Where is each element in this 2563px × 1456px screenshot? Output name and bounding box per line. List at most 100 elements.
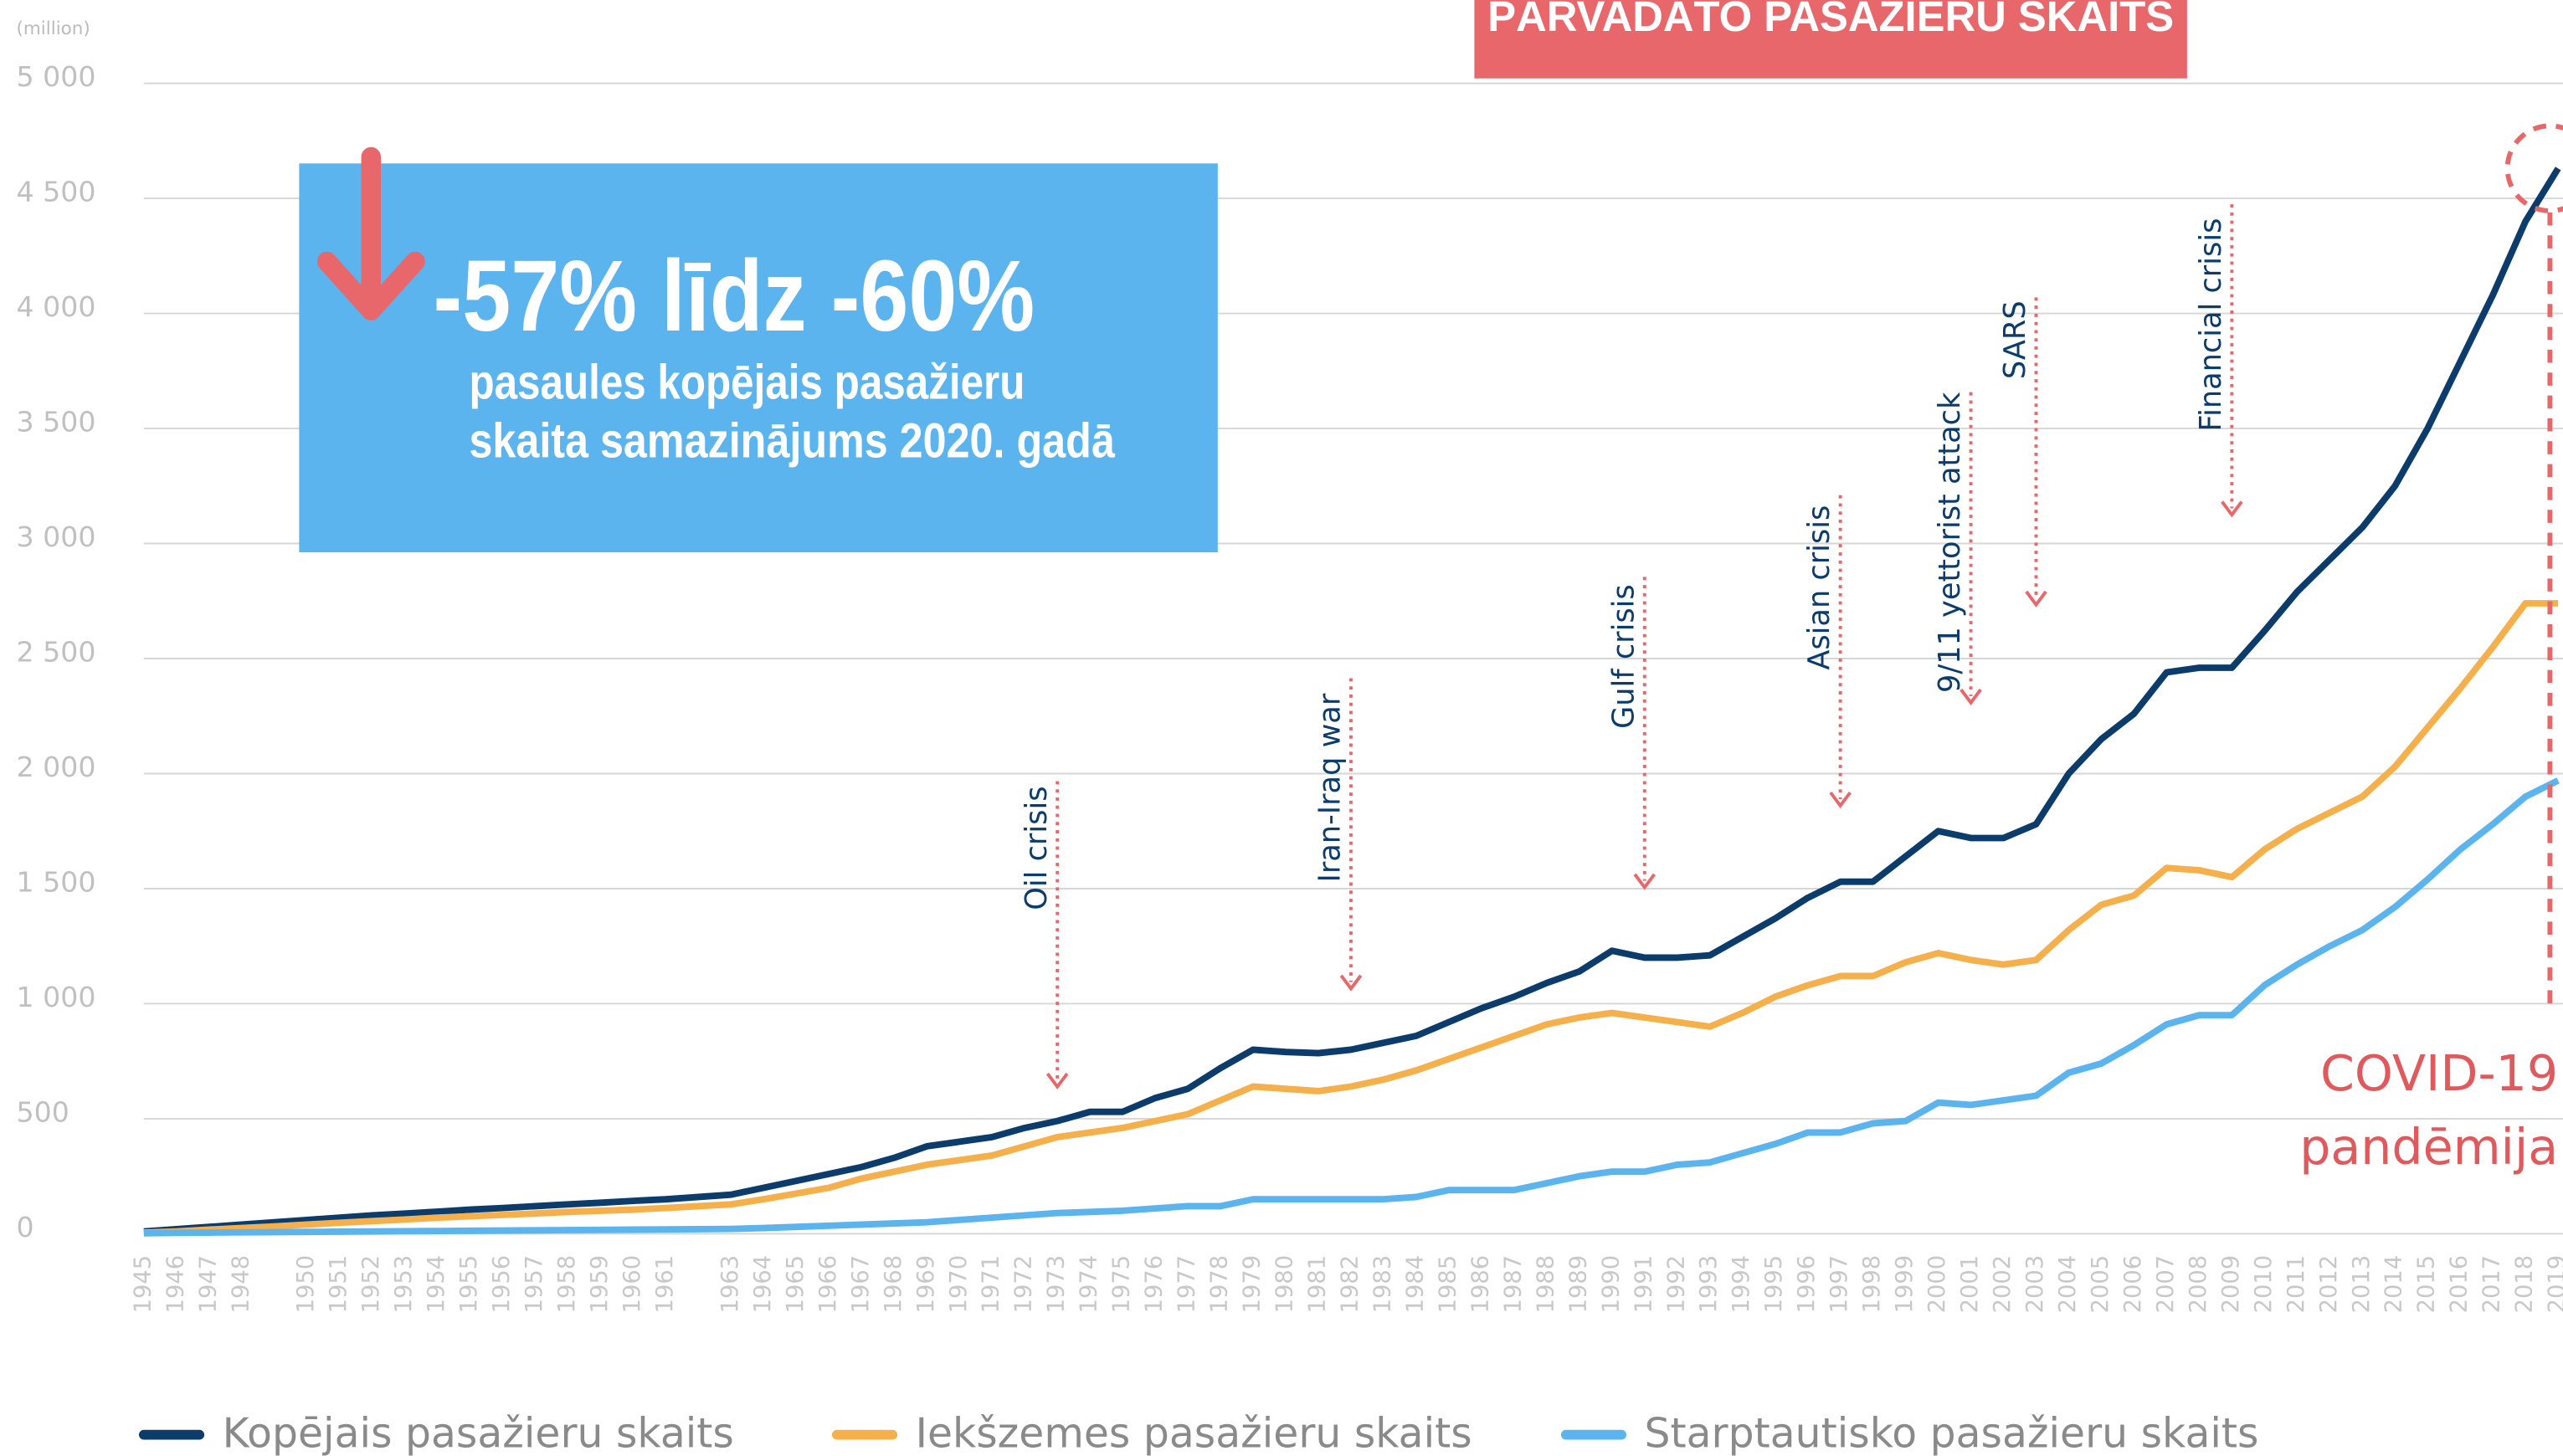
x-tick-label: 1976 xyxy=(1142,1255,1168,1314)
x-tick-label: 2008 xyxy=(2185,1255,2211,1314)
x-tick-label: 1987 xyxy=(1500,1255,1526,1314)
x-tick-label: 2003 xyxy=(2022,1255,2048,1314)
x-tick-label: 1951 xyxy=(326,1255,352,1314)
x-tick-label: 1952 xyxy=(358,1255,384,1314)
x-tick-label: 1957 xyxy=(521,1255,547,1314)
x-tick-label: 2013 xyxy=(2349,1255,2375,1314)
x-tick-label: 1999 xyxy=(1892,1255,1918,1314)
x-tick-label: 1965 xyxy=(783,1255,809,1314)
x-tick-label: 2000 xyxy=(1924,1255,1950,1314)
annotation-label: Iran-Iraq war xyxy=(1313,693,1348,882)
down-arrow-head xyxy=(316,251,425,320)
x-tick-label: 1993 xyxy=(1696,1255,1722,1314)
annotation-arrow-head xyxy=(1633,873,1656,890)
x-tick-label: 2010 xyxy=(2251,1255,2277,1314)
x-tick-label: 1947 xyxy=(195,1255,221,1314)
y-tick-label: 3 500 xyxy=(17,406,96,438)
x-tick-label: 1953 xyxy=(391,1255,417,1314)
annotation-arrow-head xyxy=(1959,688,1982,705)
y-tick-label: 1 000 xyxy=(17,981,96,1013)
y-tick-label: 3 000 xyxy=(17,520,96,553)
annotation-label: SARS xyxy=(1998,300,2032,379)
callout-headline: -57% līdz -60% xyxy=(433,238,1035,352)
series-line xyxy=(143,600,2559,1236)
annotation-label: Asian crisis xyxy=(1802,505,1836,670)
callout-box xyxy=(299,163,1218,553)
x-tick-label: 1966 xyxy=(815,1255,841,1314)
x-tick-label: 2006 xyxy=(2120,1255,2146,1314)
x-tick-label: 1995 xyxy=(1761,1255,1787,1314)
x-tick-label: 1996 xyxy=(1794,1255,1820,1314)
x-tick-label: 1974 xyxy=(1076,1255,1102,1314)
x-tick-label: 1956 xyxy=(489,1255,515,1314)
x-tick-label: 1960 xyxy=(619,1255,645,1314)
x-tick-label: 1997 xyxy=(1826,1255,1852,1314)
callout-line: skaita samazinājums 2020. gadā xyxy=(469,414,1115,469)
y-tick-label: 5 000 xyxy=(17,60,96,93)
x-tick-label: 2002 xyxy=(1990,1255,2016,1314)
x-tick-label: 1975 xyxy=(1109,1255,1135,1314)
annotation-arrow-head xyxy=(1339,974,1363,992)
x-tick-label: 2016 xyxy=(2447,1255,2473,1314)
x-tick-label: 1958 xyxy=(554,1255,580,1314)
x-tick-label: 1967 xyxy=(848,1255,874,1314)
x-tick-label: 2012 xyxy=(2316,1255,2342,1314)
y-tick-label: 0 xyxy=(17,1211,34,1243)
x-tick-label: 2001 xyxy=(1957,1255,1983,1314)
x-tick-label: 1992 xyxy=(1663,1255,1689,1314)
x-tick-label: 1998 xyxy=(1859,1255,1885,1314)
annotation-arrow-head xyxy=(2025,590,2047,608)
x-tick-label: 1959 xyxy=(587,1255,613,1314)
x-tick-label: 1984 xyxy=(1402,1255,1428,1314)
x-tick-label: 2004 xyxy=(2055,1255,2081,1314)
x-tick-label: 1980 xyxy=(1272,1255,1298,1314)
y-tick-label: 500 xyxy=(17,1096,69,1129)
x-tick-label: 1948 xyxy=(228,1255,254,1314)
x-tick-label: 1983 xyxy=(1369,1255,1395,1314)
annotation-label: Gulf crisis xyxy=(1606,584,1641,729)
y-tick-label: 2 000 xyxy=(17,751,96,783)
annotation-label: 9/11 yettorist attack xyxy=(1933,392,1967,693)
series-line xyxy=(143,777,2560,1237)
x-tick-label: 1971 xyxy=(978,1255,1004,1314)
x-tick-label: 1986 xyxy=(1467,1255,1493,1314)
annotation-label: Financial crisis xyxy=(2194,218,2228,432)
x-tick-label: 2014 xyxy=(2381,1255,2407,1314)
legend-label: Starptautisko pasažieru skaits xyxy=(1645,1410,2259,1456)
x-tick-label: 2019 xyxy=(2545,1255,2563,1314)
x-tick-label: 1973 xyxy=(1044,1255,1070,1314)
x-tick-label: 1963 xyxy=(717,1255,743,1314)
y-tick-label: 4 500 xyxy=(17,176,96,208)
x-tick-label: 1977 xyxy=(1174,1255,1200,1314)
legend-label: Iekšzemes pasažieru skaits xyxy=(916,1410,1472,1456)
annotation-arrow-head xyxy=(1045,1072,1069,1089)
annotation-arrow-head xyxy=(2221,500,2243,518)
y-tick-label: 4 000 xyxy=(17,290,96,323)
x-tick-label: 1981 xyxy=(1305,1255,1331,1314)
x-tick-label: 1946 xyxy=(162,1255,188,1314)
x-tick-label: 2018 xyxy=(2512,1255,2538,1314)
callout-line: pasaules kopējais pasažieru xyxy=(469,355,1025,409)
x-tick-label: 1945 xyxy=(130,1255,156,1314)
x-tick-label: 1982 xyxy=(1337,1255,1363,1314)
annotation-label: Oil crisis xyxy=(1020,786,1054,910)
x-tick-label: 1985 xyxy=(1435,1255,1461,1314)
x-tick-label: 1979 xyxy=(1240,1255,1266,1314)
x-tick-label: 1950 xyxy=(293,1255,319,1314)
y-unit-label: (million) xyxy=(17,18,90,39)
x-tick-label: 2011 xyxy=(2283,1255,2309,1314)
x-tick-label: 2015 xyxy=(2414,1255,2440,1314)
chart-title: PĀRVADĀTO PASAŽIERU SKAITS xyxy=(1487,0,2174,40)
x-tick-label: 1994 xyxy=(1728,1255,1754,1314)
covid-label: COVID-19 xyxy=(2320,1045,2558,1102)
lines xyxy=(143,167,2561,1237)
x-tick-label: 1988 xyxy=(1533,1255,1559,1314)
x-tick-label: 2005 xyxy=(2088,1255,2114,1314)
x-tick-label: 1990 xyxy=(1598,1255,1624,1314)
x-tick-label: 1970 xyxy=(946,1255,972,1314)
x-tick-label: 1991 xyxy=(1631,1255,1656,1314)
x-tick-label: 2009 xyxy=(2218,1255,2244,1314)
title-banner xyxy=(1474,0,2187,79)
